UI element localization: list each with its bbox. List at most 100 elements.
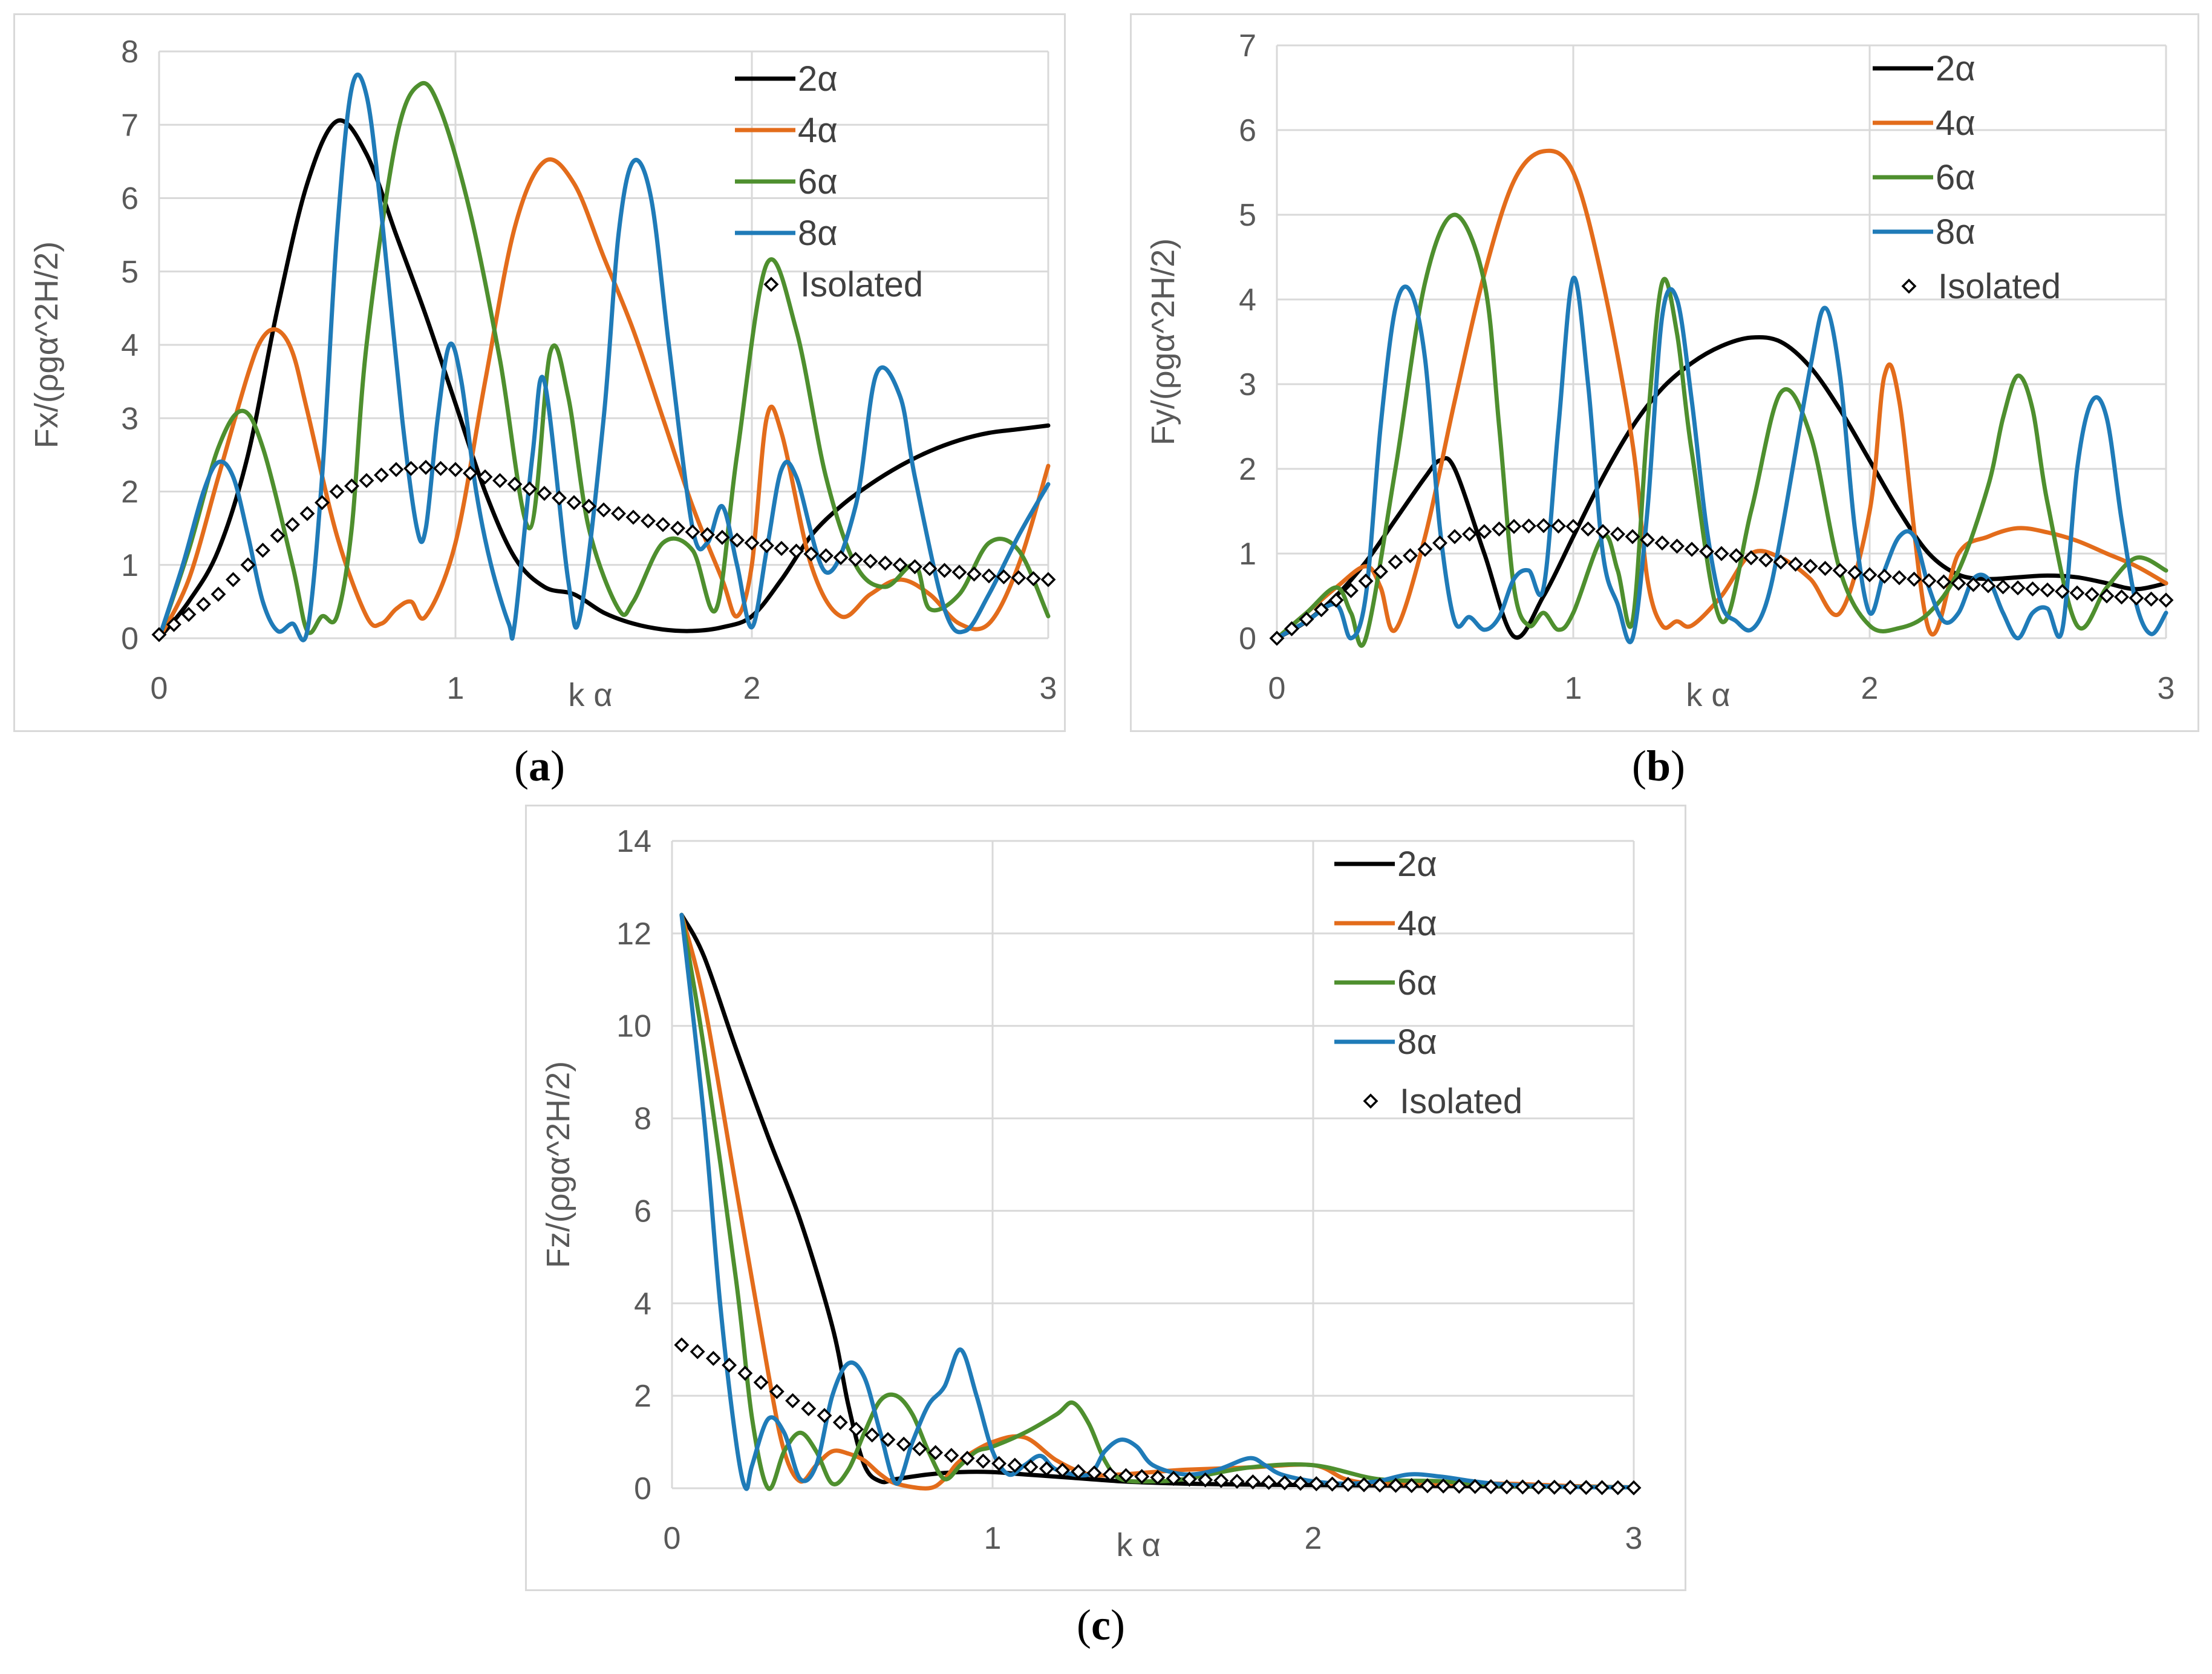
isolated-point — [1026, 571, 1041, 586]
legend-label-2α: 2α — [1397, 845, 1437, 884]
isolated-point — [1293, 1476, 1308, 1491]
isolated-point — [864, 1427, 880, 1443]
isolated-point — [1166, 1471, 1181, 1486]
isolated-point — [1847, 565, 1862, 580]
y-axis-label: Fz/(ρgα^2H/2) — [540, 1061, 576, 1268]
legend-label-2α: 2α — [1936, 49, 1975, 88]
isolated-point — [151, 627, 167, 642]
isolated-point — [1372, 1477, 1388, 1493]
isolated-point — [2114, 589, 2129, 605]
isolated-point — [285, 517, 300, 532]
isolated-point — [1907, 571, 1922, 587]
isolated-point — [912, 1441, 927, 1457]
y-tick-label: 2 — [121, 475, 139, 510]
isolated-point — [1995, 579, 2011, 595]
isolated-point — [196, 597, 211, 612]
legend-swatch-isolated — [763, 276, 779, 292]
isolated-point — [981, 568, 997, 584]
isolated-point — [1102, 1466, 1118, 1482]
isolated-point — [700, 527, 715, 543]
isolated-point — [996, 569, 1011, 584]
isolated-point — [1625, 529, 1640, 544]
isolated-point — [1492, 521, 1507, 537]
isolated-point — [344, 478, 359, 494]
chart-b-svg: 0 1 2 3 4 5 6 7 0 1 2 3 k α Fy/(ρgα^2H/2) 2α 4α 6α 8α Isol… — [1145, 28, 2175, 713]
x-axis-label: k α — [568, 677, 612, 713]
isolated-point — [951, 564, 967, 580]
isolated-point — [2055, 584, 2070, 600]
isolated-point — [1729, 548, 1744, 563]
isolated-point — [477, 469, 493, 485]
y-tick-label: 6 — [121, 181, 139, 217]
isolated-point — [1229, 1473, 1245, 1489]
y-tick-label: 1 — [1239, 537, 1256, 572]
y-tick-label: 14 — [616, 824, 651, 859]
chart-panel-c: 0 2 4 6 8 10 12 14 0 1 2 3 k α Fz/(ρgα^2H/2) 2α 4α 6α 8α I… — [525, 805, 1686, 1591]
y-tick-label: 4 — [121, 328, 139, 363]
x-tick-label: 3 — [2158, 671, 2175, 706]
series-line-8α — [1274, 275, 2168, 644]
y-tick-label: 7 — [1239, 28, 1256, 64]
isolated-point — [359, 472, 374, 488]
isolated-point — [1966, 577, 1981, 592]
isolated-point — [566, 495, 582, 511]
isolated-point — [789, 543, 804, 559]
isolated-point — [907, 559, 922, 575]
y-tick-label: 5 — [1239, 198, 1256, 233]
isolated-point — [2129, 590, 2144, 606]
y-tick-label: 6 — [1239, 113, 1256, 148]
y-tick-label: 7 — [121, 108, 139, 143]
isolated-point — [1551, 518, 1566, 534]
isolated-point — [1308, 1476, 1324, 1491]
isolated-point — [674, 1337, 690, 1353]
x-tick-label: 0 — [1268, 671, 1286, 706]
y-tick-label: 5 — [121, 255, 139, 290]
isolated-point — [1447, 529, 1463, 544]
isolated-point — [1328, 592, 1344, 608]
isolated-point — [1417, 541, 1433, 557]
isolated-point — [1007, 1457, 1023, 1473]
isolated-point — [1388, 554, 1403, 570]
isolated-point — [753, 1375, 769, 1390]
isolated-point — [1877, 568, 1892, 584]
isolated-point — [1832, 563, 1848, 578]
isolated-point — [2158, 592, 2174, 608]
isolated-point — [463, 465, 478, 481]
isolated-point — [1435, 1478, 1451, 1494]
isolated-point — [2025, 581, 2040, 597]
x-tick-label: 3 — [1625, 1521, 1643, 1556]
y-tick-label: 2 — [1239, 452, 1256, 487]
isolated-point — [418, 460, 434, 475]
y-tick-label: 1 — [121, 548, 139, 583]
isolated-point — [1314, 602, 1329, 618]
isolated-point — [1594, 1480, 1610, 1496]
isolated-point — [1055, 1462, 1071, 1478]
isolated-point — [581, 499, 596, 514]
isolated-point — [655, 517, 671, 532]
isolated-point — [1536, 518, 1551, 534]
isolated-point — [722, 1357, 737, 1373]
isolated-point — [737, 1365, 753, 1381]
legend-swatch-isolated — [1901, 278, 1917, 294]
isolated-point — [552, 490, 567, 506]
isolated-point — [226, 572, 241, 587]
series-line-2α — [157, 118, 1051, 641]
legend-label-6α: 6α — [1936, 158, 1975, 197]
series-line-4α — [157, 157, 1051, 641]
isolated-point — [1299, 612, 1314, 627]
isolated-point — [1714, 546, 1729, 561]
isolated-point — [863, 554, 878, 569]
isolated-point — [1432, 535, 1447, 551]
isolated-point — [1951, 575, 1966, 591]
x-tick-label: 1 — [447, 671, 465, 706]
isolated-point — [1476, 524, 1492, 540]
y-tick-label: 2 — [634, 1379, 651, 1414]
isolated-point — [744, 535, 760, 551]
legend-label-8α: 8α — [1936, 212, 1975, 252]
isolated-point — [1788, 557, 1803, 572]
isolated-point — [1743, 550, 1759, 566]
isolated-point — [832, 1414, 848, 1430]
isolated-point — [785, 1393, 801, 1408]
isolated-point — [1640, 532, 1655, 548]
isolated-point — [937, 563, 952, 578]
